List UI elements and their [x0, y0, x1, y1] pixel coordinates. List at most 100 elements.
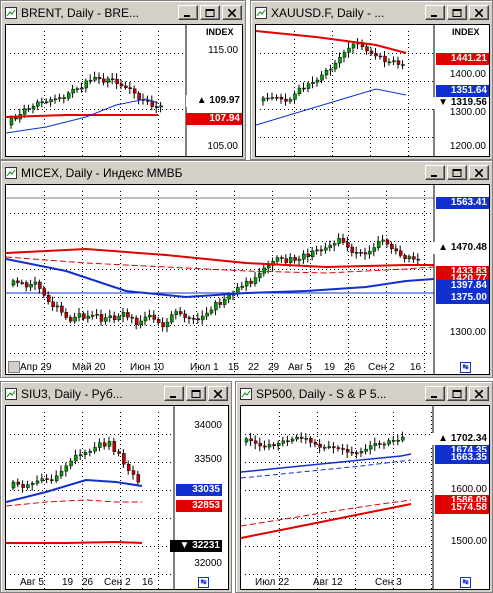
sp500-plot-area[interactable]: ▲ 1702.34 1674.35 1663.35 1600.00 1586.0…	[240, 405, 490, 590]
grid-dot	[393, 520, 394, 521]
grid-dot	[42, 53, 43, 54]
close-button[interactable]	[208, 386, 228, 401]
siu3-plot-area[interactable]: 34000 33500 33035 32853 ▼ 32231 32000 Ав…	[5, 405, 229, 590]
candle-body	[293, 257, 297, 261]
micex-plot-area[interactable]: 1563.41 ▲ 1470.48 1433.83 1420.77 1397.8…	[5, 184, 490, 375]
grid-dot	[120, 79, 121, 80]
grid-dot	[30, 490, 31, 491]
grid-dot	[249, 518, 250, 519]
grid-dot	[341, 546, 342, 547]
grid-dot	[277, 490, 278, 491]
brent-chart-window[interactable]: BRENT, Daily - BRE... INDEX 115.00 105.0…	[0, 0, 246, 160]
close-button[interactable]	[469, 386, 489, 401]
sp500-chart-window[interactable]: SP500, Daily - S & P 5... ▲ 1702.34 1674…	[235, 381, 493, 593]
candle-body	[267, 444, 272, 448]
grid-dot	[98, 109, 99, 110]
grid-dot	[348, 191, 349, 192]
grid-dot	[305, 518, 306, 519]
grid-dot	[385, 546, 386, 547]
minimize-button[interactable]	[164, 386, 184, 401]
grid-dot	[82, 95, 83, 96]
grid-dot	[366, 213, 367, 214]
grid-dot	[345, 546, 346, 547]
grid-dot	[158, 576, 159, 577]
grid-dot	[82, 235, 83, 236]
grid-dot	[196, 351, 197, 352]
grid-dot	[44, 448, 45, 449]
brent-plot-area[interactable]: INDEX 115.00 105.00 ▲ 109.97 107.94	[5, 24, 243, 157]
grid-dot	[332, 137, 333, 138]
grid-dot	[420, 137, 421, 138]
grid-dot	[42, 241, 43, 242]
grid-dot	[286, 269, 287, 270]
minimize-button[interactable]	[425, 165, 445, 180]
xauusd-chart-window[interactable]: XAUUSD.F, Daily - ... INDEX 1441.21 1400…	[250, 0, 493, 160]
close-button[interactable]	[222, 5, 242, 20]
chart-shift-icon[interactable]: ↹	[460, 577, 471, 588]
grid-dot	[314, 213, 315, 214]
xauusd-titlebar[interactable]: XAUUSD.F, Daily - ...	[252, 2, 491, 23]
grid-dot	[317, 468, 318, 469]
siu3-chart-window[interactable]: SIU3, Daily - Руб... 34000 33500 33035 3…	[0, 381, 232, 593]
maximize-button[interactable]	[447, 5, 467, 20]
grid-dot	[120, 355, 121, 356]
micex-titlebar[interactable]: MICEX, Daily - Индекс ММВБ	[2, 162, 491, 183]
grid-dot	[431, 532, 432, 533]
grid-dot	[120, 335, 121, 336]
grid-dot	[348, 371, 349, 372]
scroll-corner[interactable]	[8, 361, 20, 373]
grid-dot	[70, 53, 71, 54]
maximize-button[interactable]	[447, 386, 467, 401]
chart-shift-icon[interactable]: ↹	[198, 577, 209, 588]
chart-shift-icon[interactable]: ↹	[460, 362, 471, 373]
grid-dot	[138, 297, 139, 298]
close-button[interactable]	[469, 5, 489, 20]
grid-dot	[261, 518, 262, 519]
grid-dot	[332, 75, 333, 76]
xauusd-plot-area[interactable]: INDEX 1441.21 1400.00 1351.64 ▼ 1319.56 …	[255, 24, 490, 157]
grid-dot	[234, 331, 235, 332]
grid-dot	[44, 107, 45, 108]
grid-dot	[158, 255, 159, 256]
grid-dot	[329, 518, 330, 519]
grid-dot	[138, 462, 139, 463]
minimize-button[interactable]	[425, 5, 445, 20]
grid-dot	[272, 303, 273, 304]
sp500-titlebar[interactable]: SP500, Daily - S & P 5...	[237, 383, 491, 404]
brent-titlebar[interactable]: BRENT, Daily - BRE...	[2, 2, 244, 23]
grid-dot	[170, 269, 171, 270]
minimize-button[interactable]	[425, 386, 445, 401]
grid-dot	[70, 109, 71, 110]
grid-dot	[310, 231, 311, 232]
grid-dot	[390, 213, 391, 214]
grid-dot	[44, 568, 45, 569]
minimize-button[interactable]	[178, 5, 198, 20]
grid-dot	[294, 131, 295, 132]
grid-dot	[269, 490, 270, 491]
grid-dot	[120, 508, 121, 509]
grid-dot	[317, 544, 318, 545]
candle-body	[218, 302, 223, 305]
maximize-button[interactable]	[447, 165, 467, 180]
grid-dot	[332, 63, 333, 64]
grid-dot	[44, 43, 45, 44]
candle-body	[148, 314, 152, 318]
grid-dot	[44, 135, 45, 136]
grid-dot	[288, 137, 289, 138]
close-button[interactable]	[469, 165, 489, 180]
grid-dot	[18, 490, 19, 491]
micex-chart-window[interactable]: MICEX, Daily - Индекс ММВБ 1563.41 ▲ 147…	[0, 160, 493, 378]
window-title: SP500, Daily - S & P 5...	[256, 386, 387, 401]
grid-dot	[106, 53, 107, 54]
grid-dot	[234, 275, 235, 276]
maximize-button[interactable]	[186, 386, 206, 401]
grid-dot	[355, 504, 356, 505]
siu3-titlebar[interactable]: SIU3, Daily - Руб...	[2, 383, 230, 404]
grid-dot	[158, 490, 159, 491]
grid-dot	[310, 223, 311, 224]
grid-dot	[158, 452, 159, 453]
grid-dot	[279, 556, 280, 557]
maximize-button[interactable]	[200, 5, 220, 20]
candle-body	[11, 481, 16, 489]
grid-dot	[66, 574, 67, 575]
